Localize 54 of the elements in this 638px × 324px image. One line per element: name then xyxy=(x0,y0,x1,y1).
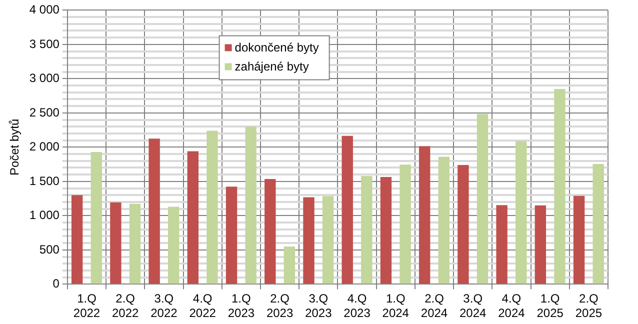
bar xyxy=(573,196,585,284)
bar xyxy=(361,176,372,284)
y-tick-label: 500 xyxy=(39,242,60,256)
bar xyxy=(245,126,256,284)
bar xyxy=(303,197,314,284)
bar xyxy=(418,146,430,284)
x-tick-label: 2.Q 2024 xyxy=(420,292,448,320)
bar xyxy=(110,202,122,284)
y-tick-label: 3 500 xyxy=(29,36,60,51)
legend-label: zahájené byty xyxy=(234,60,309,74)
x-tick-label: 2.Q 2025 xyxy=(575,292,602,320)
bar xyxy=(516,141,527,284)
y-tick-label: 1 000 xyxy=(29,208,60,222)
x-tick-label: 1.Q 2025 xyxy=(536,292,564,320)
y-axis-title: Počet bytů xyxy=(8,118,22,176)
x-tick-label: 4.Q 2024 xyxy=(498,292,526,320)
x-tick-label: 3.Q 2023 xyxy=(305,292,332,320)
y-tick-label: 2 500 xyxy=(29,105,60,120)
y-tick-label: 2 000 xyxy=(29,140,60,154)
x-tick-label: 2.Q 2022 xyxy=(112,292,140,320)
legend-label: dokončené byty xyxy=(234,40,319,55)
bar xyxy=(129,204,141,284)
x-tick-label: 1.Q 2023 xyxy=(228,292,255,320)
bar xyxy=(554,88,566,284)
bar xyxy=(534,205,546,284)
bar xyxy=(438,156,450,284)
bar xyxy=(342,136,353,284)
bar xyxy=(284,246,296,284)
x-tick-label: 3.Q 2022 xyxy=(150,292,178,320)
bar xyxy=(458,165,469,284)
x-tick-label: 4.Q 2022 xyxy=(189,292,216,320)
bar xyxy=(90,152,102,284)
bar xyxy=(168,206,180,284)
bar xyxy=(226,186,238,284)
x-tick-label: 1.Q 2024 xyxy=(382,292,410,320)
x-tick-label: 4.Q 2023 xyxy=(344,292,371,320)
bar xyxy=(264,179,276,284)
bar xyxy=(476,114,488,284)
y-tick-label: 3 000 xyxy=(29,71,60,86)
bar xyxy=(380,177,392,284)
bar xyxy=(400,164,411,284)
bar xyxy=(206,130,218,284)
y-tick-label: 1 500 xyxy=(29,174,60,188)
bar xyxy=(322,196,334,284)
bar xyxy=(71,195,83,284)
y-tick-label: 4 000 xyxy=(29,2,60,17)
bar xyxy=(592,164,604,284)
bar xyxy=(148,138,160,284)
x-tick-label: 1.Q 2022 xyxy=(73,292,100,320)
bar xyxy=(496,205,508,284)
x-tick-label: 3.Q 2024 xyxy=(460,292,487,320)
bar xyxy=(187,151,199,284)
x-tick-label: 2.Q 2023 xyxy=(266,292,294,320)
y-tick-label: 0 xyxy=(52,276,60,291)
